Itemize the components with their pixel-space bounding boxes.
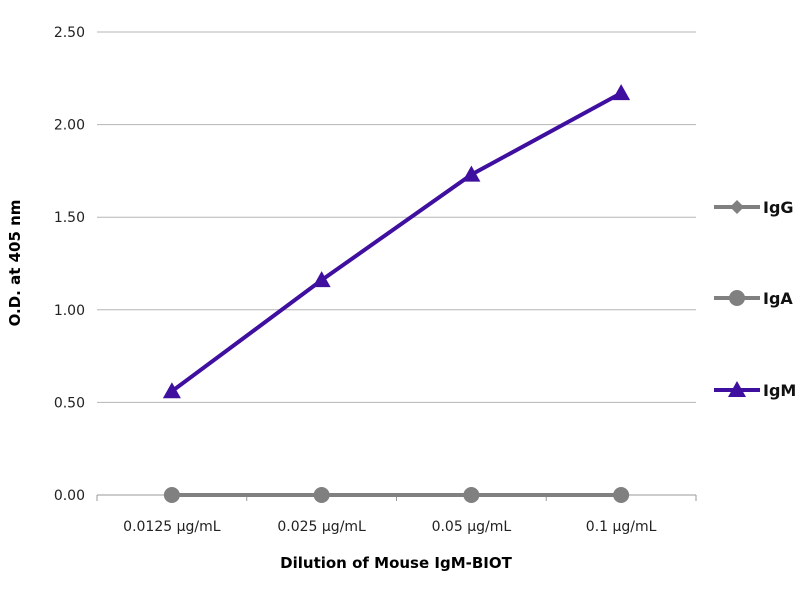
series-line-igm [170, 91, 623, 393]
data-point-iga [613, 487, 630, 503]
y-tick-label: 0.00 [54, 488, 85, 504]
y-axis-label: O.D. at 405 nm [6, 200, 24, 327]
legend-marker-igg [730, 200, 744, 214]
x-tick-label: 0.025 µg/mL [277, 519, 366, 535]
y-tick-label: 0.50 [54, 395, 85, 411]
y-tick-label: 2.00 [54, 118, 85, 134]
y-tick-label: 1.50 [54, 210, 85, 226]
x-tick-label: 0.05 µg/mL [432, 519, 512, 535]
x-axis-label: Dilution of Mouse IgM-BIOT [280, 554, 512, 572]
legend-label: IgM [763, 381, 796, 400]
data-point-igm [312, 271, 331, 288]
y-tick-label: 1.00 [54, 303, 85, 319]
data-point-iga [463, 487, 480, 503]
x-tick-label: 0.0125 µg/mL [123, 519, 221, 535]
y-tick-label: 2.50 [54, 25, 85, 41]
legend-label: IgG [763, 198, 794, 217]
legend-marker-igm [728, 381, 746, 397]
data-point-iga [313, 487, 330, 503]
legend-marker-iga [729, 290, 745, 306]
data-point-igm [612, 84, 631, 101]
data-point-igm [162, 382, 181, 399]
x-tick-label: 0.1 µg/mL [586, 519, 657, 535]
data-point-iga [163, 487, 180, 503]
legend-label: IgA [763, 289, 793, 308]
data-point-igm [462, 165, 481, 182]
